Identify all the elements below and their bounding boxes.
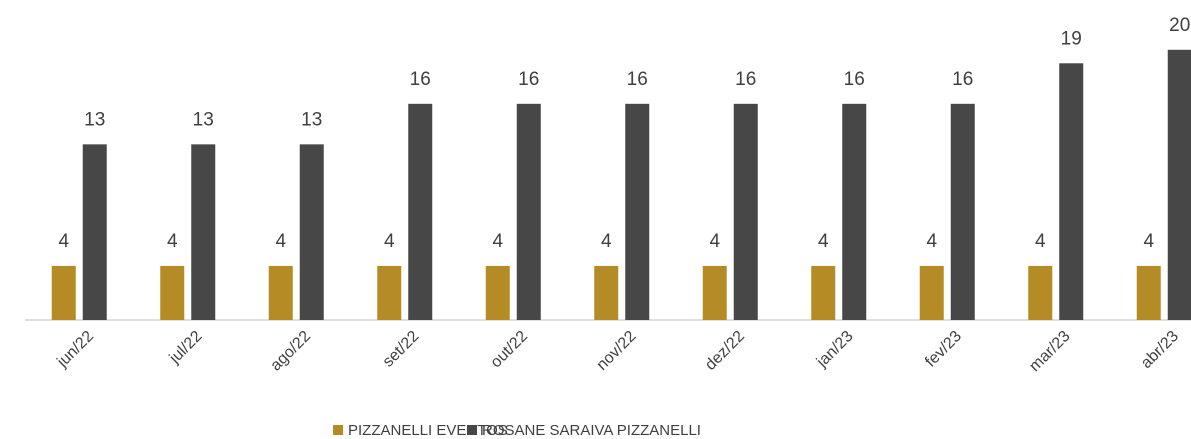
bar <box>1059 63 1084 321</box>
value-label: 16 <box>844 69 865 90</box>
value-label: 4 <box>58 231 69 252</box>
bar <box>625 103 650 320</box>
x-tick-label: out/22 <box>488 328 532 372</box>
bar <box>51 265 76 320</box>
x-tick-label: abr/23 <box>1138 328 1182 372</box>
value-label: 4 <box>167 231 178 252</box>
value-label: 4 <box>818 231 829 252</box>
value-label: 20 <box>1169 15 1190 36</box>
bar <box>160 265 185 320</box>
bar <box>733 103 758 320</box>
bar <box>1136 265 1161 320</box>
x-tick-label: jul/22 <box>166 328 206 368</box>
bar <box>811 265 836 320</box>
bar <box>82 144 107 320</box>
bar <box>485 265 510 320</box>
value-label: 16 <box>518 69 539 90</box>
legend-swatch <box>467 425 477 435</box>
bar <box>1167 49 1191 321</box>
value-label: 4 <box>1035 231 1046 252</box>
bar <box>377 265 402 320</box>
bar <box>842 103 867 320</box>
x-tick-label: set/22 <box>380 328 423 371</box>
value-label: 16 <box>410 69 431 90</box>
value-label: 4 <box>275 231 286 252</box>
value-label: 13 <box>301 109 322 130</box>
x-tick-label: nov/22 <box>594 328 640 374</box>
bar <box>1028 265 1053 320</box>
legend-label: ROSANE SARAIVA PIZZANELLI <box>482 422 701 439</box>
value-label: 4 <box>926 231 937 252</box>
x-tick-label: jun/22 <box>54 328 98 372</box>
value-label: 16 <box>627 69 648 90</box>
value-label: 19 <box>1061 28 1082 49</box>
bar <box>702 265 727 320</box>
x-tick-label: ago/22 <box>267 328 314 375</box>
value-label: 13 <box>84 109 105 130</box>
bar <box>516 103 541 320</box>
value-label: 4 <box>709 231 720 252</box>
x-tick-label: jan/23 <box>813 328 857 372</box>
bar <box>408 103 433 320</box>
value-label: 4 <box>384 231 395 252</box>
value-label: 16 <box>952 69 973 90</box>
value-label: 4 <box>1143 231 1154 252</box>
legend-swatch <box>333 425 343 435</box>
x-tick-label: fev/23 <box>922 328 965 371</box>
value-label: 4 <box>601 231 612 252</box>
bar <box>268 265 293 320</box>
bar <box>299 144 324 320</box>
value-label: 4 <box>492 231 503 252</box>
x-tick-label: mar/23 <box>1026 328 1073 375</box>
value-label: 13 <box>193 109 214 130</box>
bar <box>919 265 944 320</box>
bar <box>191 144 216 320</box>
x-tick-label: dez/22 <box>702 328 748 374</box>
value-label: 16 <box>735 69 756 90</box>
bar <box>950 103 975 320</box>
bar <box>594 265 619 320</box>
